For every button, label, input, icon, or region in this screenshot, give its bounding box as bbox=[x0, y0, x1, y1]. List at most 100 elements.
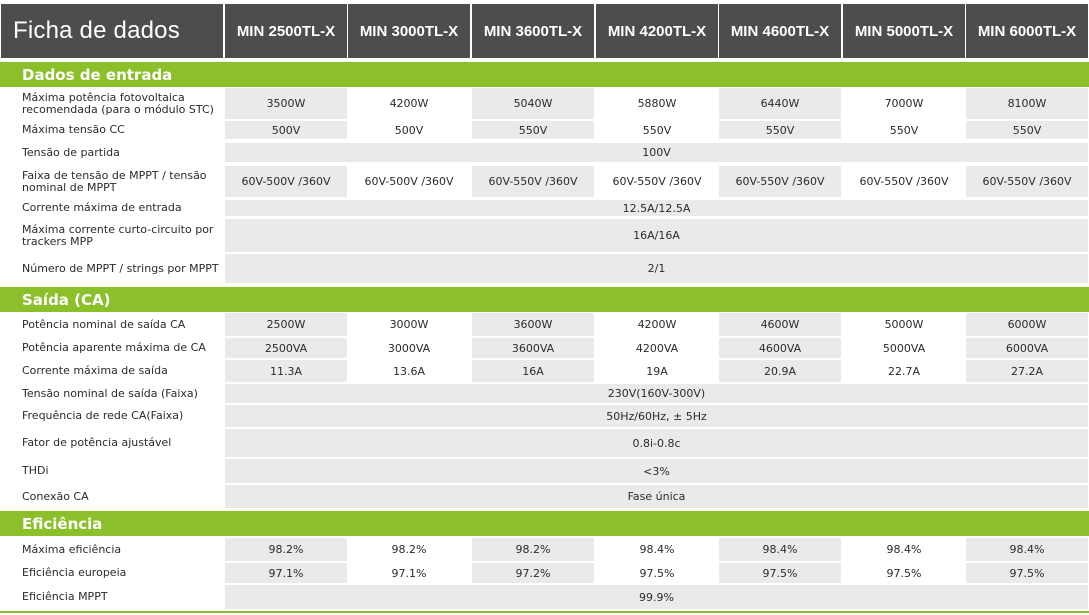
cell-background bbox=[472, 166, 594, 197]
cell-background bbox=[225, 360, 347, 382]
spec-value: 3000W bbox=[389, 318, 429, 331]
spec-value: 230V(160V-300V) bbox=[607, 387, 706, 400]
model-header: MIN 3600TL-X bbox=[472, 4, 594, 58]
cell-background bbox=[472, 121, 594, 139]
spec-value: 3600VA bbox=[511, 341, 555, 355]
cell-background bbox=[225, 166, 347, 197]
table-row: Tensão nominal de saída (Faixa) 230V(160V… bbox=[0, 383, 1089, 404]
cell-background bbox=[472, 538, 594, 561]
cell-background bbox=[966, 360, 1088, 382]
bottom-rule bbox=[0, 611, 1089, 613]
cell-background bbox=[966, 338, 1088, 358]
cell-background bbox=[719, 538, 841, 561]
spec-value: 6440W bbox=[760, 97, 800, 110]
row-label: Potência nominal de saída CA bbox=[22, 317, 186, 331]
cell-background bbox=[225, 338, 347, 358]
spec-value: 4200VA bbox=[635, 341, 679, 355]
spec-value: 60V-500V /360V bbox=[364, 175, 454, 188]
table-row: Frequência de rede CA(Faixa) 50Hz/60Hz, ±… bbox=[0, 404, 1089, 428]
model-header: MIN 2500TL-X bbox=[225, 4, 347, 58]
row-label: Tensão nominal de saída (Faixa) bbox=[22, 386, 198, 400]
table-row: Potência aparente máxima de CA 2500VA 3000… bbox=[0, 337, 1089, 359]
table-row: THDi <3% bbox=[0, 458, 1089, 484]
spec-value: 99.9% bbox=[639, 590, 674, 604]
spec-value: 4600VA bbox=[758, 341, 802, 355]
spec-value: 27.2A bbox=[1010, 364, 1044, 378]
model-header: MIN 4600TL-X bbox=[719, 4, 841, 58]
spec-value: 97.1% bbox=[268, 566, 304, 580]
row-label: Máxima corrente curto-circuito por track… bbox=[22, 222, 214, 248]
cell-background bbox=[966, 563, 1088, 583]
spec-value: 98.2% bbox=[515, 543, 551, 556]
spec-value: 60V-550V /360V bbox=[982, 175, 1072, 188]
table-row: Máxima tensão CC 500V 500V 550V 550V 550V 550V… bbox=[0, 120, 1089, 140]
row-label: Corrente máxima de saída bbox=[22, 364, 168, 377]
row-label: Número de MPPT / strings por MPPT bbox=[22, 261, 219, 275]
spec-value: 60V-550V /360V bbox=[612, 175, 702, 188]
cell-background bbox=[225, 219, 1088, 252]
table-row: Máxima corrente curto-circuito por track… bbox=[0, 218, 1089, 253]
cell-background bbox=[472, 338, 594, 358]
cell-background bbox=[225, 459, 1088, 483]
spec-value: 16A/16A bbox=[633, 229, 680, 242]
cell-background bbox=[966, 313, 1088, 336]
cell-background bbox=[719, 563, 841, 583]
spec-value: 98.2% bbox=[268, 543, 304, 556]
spec-value: 98.2% bbox=[391, 543, 427, 556]
spec-value: 60V-550V /360V bbox=[735, 175, 825, 188]
row-label: Fator de potência ajustável bbox=[22, 436, 172, 449]
row-label: Eficiência MPPT bbox=[22, 590, 108, 603]
spec-value: 16A bbox=[522, 364, 544, 378]
spec-value: 97.5% bbox=[639, 566, 675, 580]
spec-value: <3% bbox=[643, 464, 670, 478]
spec-value: 97.2% bbox=[515, 566, 551, 580]
row-label: Máxima eficiência bbox=[22, 542, 122, 556]
spec-value: 60V-550V /360V bbox=[859, 175, 949, 188]
cell-background bbox=[966, 121, 1088, 139]
spec-value: 50Hz/60Hz, ± 5Hz bbox=[606, 409, 707, 423]
spec-value: 13.6A bbox=[392, 364, 426, 378]
spec-value: 7000W bbox=[884, 97, 924, 110]
table-row: Máxima eficiência 98.2% 98.2% 98.2% 98.4% 98.… bbox=[0, 537, 1089, 562]
cell-background bbox=[225, 143, 1088, 162]
cell-background bbox=[225, 538, 347, 561]
spec-value: 60V-550V /360V bbox=[488, 175, 578, 188]
spec-value: 60V-500V /360V bbox=[241, 175, 331, 188]
spec-value: 550V bbox=[1012, 123, 1042, 137]
row-label: Máxima tensão CC bbox=[22, 123, 125, 136]
cell-background bbox=[472, 88, 594, 119]
spec-value: 3600W bbox=[513, 318, 553, 331]
table-row: Potência nominal de saída CA 2500W 3000W 36… bbox=[0, 312, 1089, 337]
spec-value: 2500VA bbox=[264, 341, 308, 355]
spec-value: 500V bbox=[271, 123, 301, 137]
cell-background bbox=[472, 563, 594, 583]
cell-background bbox=[225, 200, 1088, 216]
table-row: Conexão CA Fase única bbox=[0, 484, 1089, 509]
model-header: MIN 3000TL-X bbox=[348, 4, 470, 58]
spec-value: 3000VA bbox=[387, 341, 431, 355]
spec-value: 5000VA bbox=[882, 341, 926, 355]
cell-background bbox=[719, 121, 841, 139]
table-row: Número de MPPT / strings por MPPT 2/1 bbox=[0, 253, 1089, 284]
spec-value: 550V bbox=[889, 123, 919, 137]
spec-value: 97.5% bbox=[886, 566, 922, 580]
cell-background bbox=[225, 254, 1088, 283]
cell-background bbox=[225, 585, 1088, 609]
row-label: Frequência de rede CA(Faixa) bbox=[22, 409, 184, 422]
spec-value: 2500W bbox=[266, 318, 306, 331]
spec-value: 4200W bbox=[389, 97, 429, 110]
section-header: Eficiência bbox=[0, 511, 1089, 536]
table-row: Corrente máxima de saída 11.3A 13.6A 16A 19A… bbox=[0, 359, 1089, 383]
spec-value: 97.5% bbox=[1009, 566, 1045, 580]
table-row: Eficiência europeia 97.1% 97.1% 97.2% 97.5% 9… bbox=[0, 562, 1089, 584]
table-row: Tensão de partida 100V bbox=[0, 142, 1089, 163]
spec-value: 6000VA bbox=[1005, 341, 1049, 355]
cell-background bbox=[719, 166, 841, 197]
spec-value: 11.3A bbox=[269, 364, 303, 378]
spec-value: 3500W bbox=[266, 97, 306, 110]
table-row: Fator de potência ajustável 0.8i-0.8c bbox=[0, 428, 1089, 458]
spec-value: 100V bbox=[642, 146, 671, 159]
table-row: Faixa de tensão de MPPT / tensão nominal… bbox=[0, 165, 1089, 198]
row-label: Eficiência europeia bbox=[22, 566, 127, 579]
cell-background bbox=[966, 88, 1088, 119]
